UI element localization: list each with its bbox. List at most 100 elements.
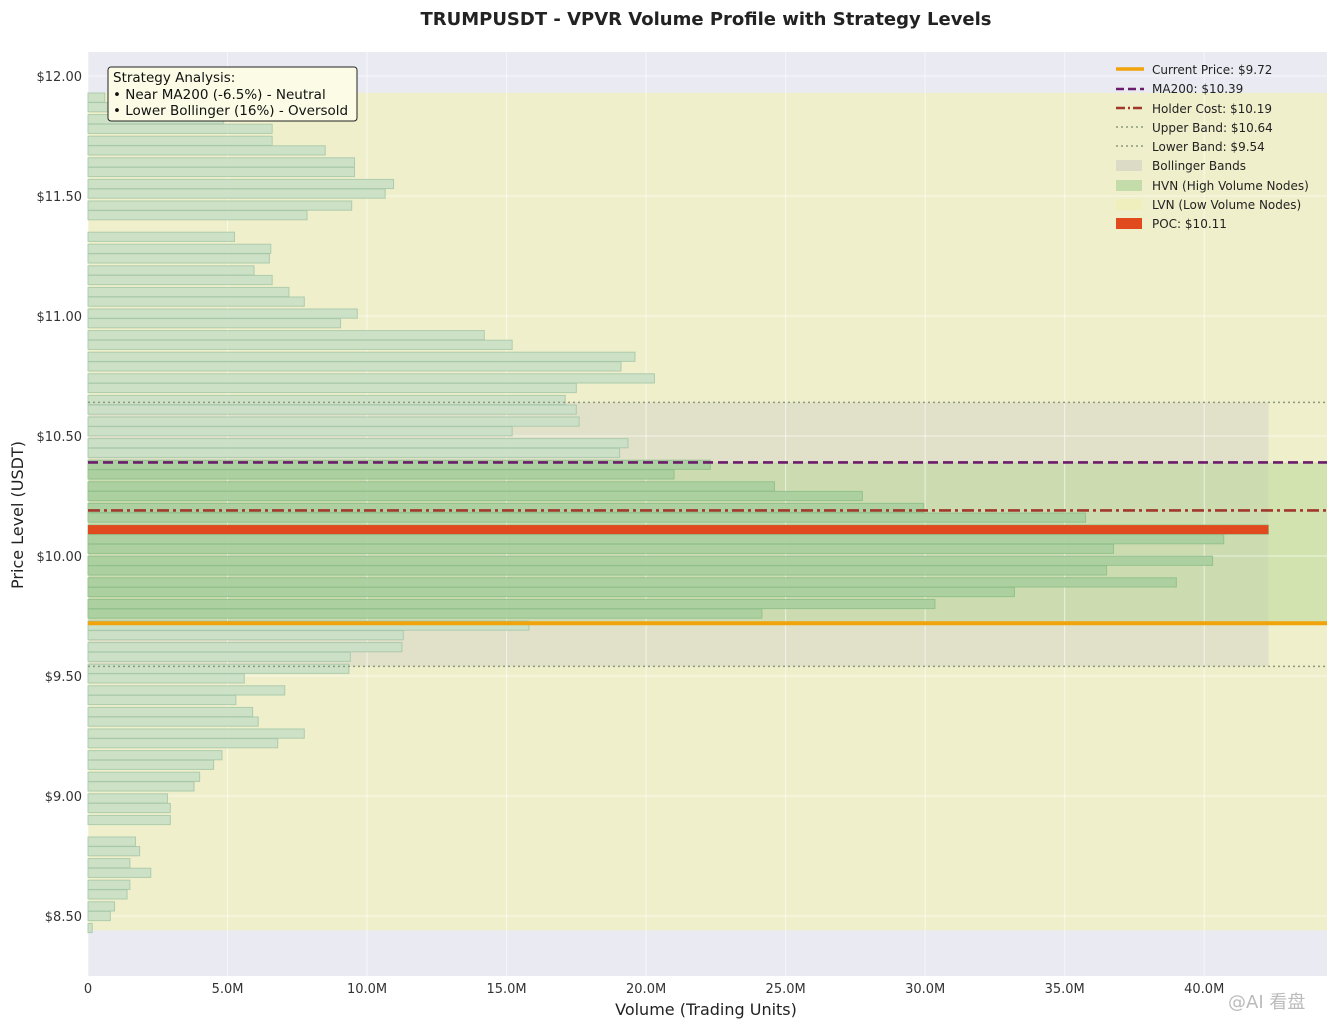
volume-bar: [87, 469, 675, 480]
annotation-line: • Near MA200 (-6.5%) - Neutral: [113, 87, 326, 103]
chart-title: TRUMPUSDT - VPVR Volume Profile with Str…: [420, 9, 991, 30]
volume-bar: [87, 265, 255, 276]
volume-bar: [87, 404, 577, 415]
volume-bar: [87, 416, 580, 427]
volume-bar: [87, 586, 1015, 598]
x-tick-label: 10.0M: [347, 982, 387, 997]
legend: Current Price: $9.72 MA200: $10.39 Holde…: [1116, 63, 1309, 231]
volume-bars: [87, 92, 1269, 934]
volume-bar: [87, 188, 386, 199]
y-tick-label: $11.00: [37, 310, 83, 325]
volume-bar: [87, 123, 273, 134]
volume-bar: [87, 867, 152, 878]
volume-bar: [87, 630, 404, 641]
strategy-annotation: Strategy Analysis: • Near MA200 (-6.5%) …: [107, 66, 358, 122]
volume-bar: [87, 145, 326, 156]
volume-bar: [87, 459, 711, 470]
legend-swatch-hvn: [1116, 180, 1142, 191]
volume-bar: [87, 728, 305, 739]
y-tick-label: $12.00: [37, 70, 83, 85]
x-tick-label: 20.0M: [626, 982, 666, 997]
volume-bar: [87, 685, 286, 696]
volume-bar: [87, 274, 273, 286]
legend-swatch-poc: [1116, 218, 1142, 229]
volume-bar: [87, 92, 106, 103]
y-tick-label: $10.50: [37, 430, 83, 445]
volume-bar: [87, 490, 863, 502]
volume-bar: [87, 910, 111, 922]
volume-bar: [87, 694, 237, 706]
volume-bar: [87, 598, 936, 610]
y-tick-label: $8.50: [45, 910, 82, 925]
volume-bar: [87, 296, 305, 307]
price-levels: [88, 401, 1327, 668]
volume-bar: [87, 351, 636, 362]
volume-bar: [87, 858, 131, 869]
volume-bar: [87, 781, 195, 792]
volume-bar: [87, 651, 351, 662]
volume-bar: [87, 565, 1108, 576]
x-tick-label: 30.0M: [905, 982, 945, 997]
y-tick-label: $10.00: [37, 550, 83, 565]
volume-bar: [87, 447, 621, 458]
volume-bar: [87, 555, 1214, 566]
legend-label: POC: $10.11: [1152, 217, 1227, 231]
annotation-box-frame: [107, 66, 358, 122]
volume-bar: [87, 814, 171, 826]
volume-bar: [87, 901, 116, 912]
volume-bar: [87, 318, 342, 329]
volume-bar: [87, 793, 169, 804]
volume-bar: [87, 889, 128, 900]
volume-bar: [87, 663, 350, 674]
volume-bar: [87, 286, 290, 298]
volume-bar: [87, 642, 403, 653]
volume-bar: [87, 231, 236, 242]
volume-bar: [87, 373, 655, 384]
volume-bar: [87, 759, 215, 770]
x-tick-label: 40.0M: [1184, 982, 1224, 997]
volume-bar: [87, 438, 629, 449]
volume-bar: [87, 620, 530, 631]
volume-bar: [87, 210, 308, 221]
volume-bar: [87, 135, 273, 146]
annotation-line: Strategy Analysis:: [113, 70, 235, 86]
volume-bar: [87, 922, 93, 934]
legend-label: HVN (High Volume Nodes): [1152, 179, 1309, 193]
x-tick-label: 25.0M: [766, 982, 806, 997]
volume-bar: [87, 481, 775, 492]
volume-bar: [87, 178, 395, 190]
y-axis-ticks: $8.50 $9.00 $9.50 $10.00 $10.50 $11.00 $11.50 $…: [37, 70, 83, 925]
volume-bar: [87, 836, 136, 847]
legend-swatch-lvn: [1116, 199, 1142, 210]
volume-bar: [87, 738, 279, 749]
volume-bar: [87, 330, 485, 341]
volume-bar: [87, 166, 355, 178]
x-axis-title: Volume (Trading Units): [615, 1000, 797, 1019]
annotation-line: • Lower Bollinger (16%) - Oversold: [113, 103, 348, 119]
y-axis-title: Price Level (USDT): [8, 441, 27, 589]
y-tick-label: $11.50: [37, 190, 83, 205]
volume-bar: [87, 608, 763, 619]
y-tick-label: $9.50: [45, 670, 82, 685]
y-tick-label: $9.00: [45, 790, 82, 805]
volume-bar: [87, 716, 259, 727]
legend-label: Lower Band: $9.54: [1152, 140, 1265, 154]
volume-bar: [87, 157, 355, 168]
volume-bar: [87, 534, 1225, 545]
volume-bar: [87, 577, 1177, 588]
x-tick-label: 0: [84, 982, 92, 997]
volume-bar: [87, 339, 513, 350]
volume-bar: [87, 846, 141, 857]
poc-bar: [88, 525, 1269, 535]
x-tick-label: 5.0M: [212, 982, 244, 997]
volume-bar: [87, 512, 1087, 523]
volume-bar: [87, 394, 566, 406]
volume-bar: [87, 771, 201, 782]
volume-bar: [87, 308, 358, 319]
watermark: @AI 看盘: [1228, 992, 1305, 1013]
volume-bar: [87, 426, 513, 437]
legend-label: Bollinger Bands: [1152, 159, 1246, 173]
volume-bar: [87, 750, 223, 761]
volume-bar: [87, 361, 622, 372]
